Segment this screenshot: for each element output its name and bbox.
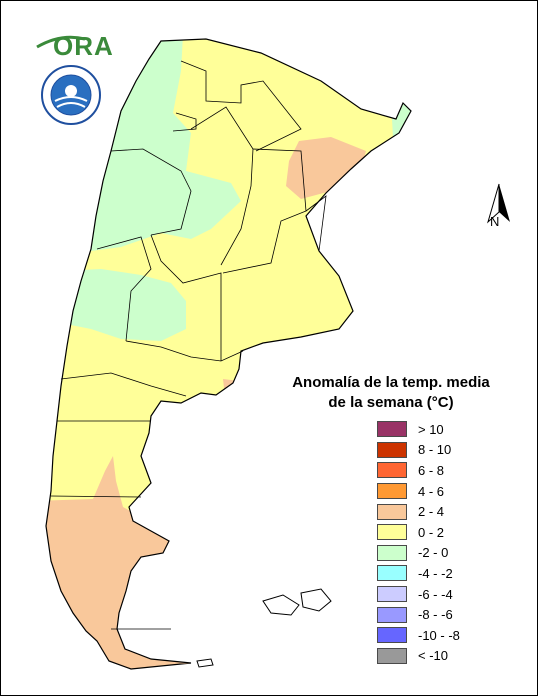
legend-title-line1: Anomalía de la temp. media [292, 374, 490, 391]
legend-swatch [377, 544, 407, 561]
legend-swatch [377, 483, 407, 500]
legend-label: 8 - 10 [418, 442, 452, 458]
border-tucuman [172, 112, 197, 132]
legend-label: 2 - 4 [418, 504, 445, 520]
legend-item: -8 - -6 [377, 604, 460, 625]
region-fill-cool-cuyo [61, 269, 186, 341]
legend-label: -10 - -8 [418, 627, 460, 643]
legend-swatch [377, 606, 407, 623]
legend-item: 2 - 4 [377, 501, 460, 522]
border-entrerios [305, 195, 327, 252]
legend-item: 4 - 6 [377, 481, 460, 502]
legend-title-line2: de la semana (°C) [328, 394, 454, 411]
legend-swatch [377, 503, 407, 520]
north-label: N [490, 214, 500, 229]
malvinas-islands [262, 588, 332, 616]
legend-swatch [377, 524, 407, 541]
legend-item: -6 - -4 [377, 584, 460, 605]
legend-item: 6 - 8 [377, 460, 460, 481]
province-borders [50, 60, 327, 630]
region-fill-warm-mesopotamia [286, 137, 366, 199]
legend-swatch [377, 462, 407, 479]
legend-label: < -10 [418, 648, 448, 664]
ora-logo: ORA [53, 31, 114, 61]
legend-item: -2 - 0 [377, 543, 460, 564]
north-arrow-icon [487, 183, 510, 224]
border-cordoba [150, 234, 222, 361]
legend-item: -4 - -2 [377, 563, 460, 584]
legend-label: 0 - 2 [418, 524, 445, 540]
legend-swatch [377, 565, 407, 582]
legend-label: -2 - 0 [418, 545, 449, 561]
border-santiago [190, 106, 254, 266]
smn-seal-icon [41, 65, 101, 125]
legend-label: -8 - -6 [418, 607, 453, 623]
legend-swatch [377, 647, 407, 664]
legend-item: 8 - 10 [377, 440, 460, 461]
island-east [300, 588, 332, 612]
legend-title: Anomalía de la temp. media de la semana … [291, 373, 491, 413]
border-sanjuan [96, 236, 152, 342]
border-catamarca [110, 148, 192, 236]
legend-label: 4 - 6 [418, 483, 445, 499]
border-neuquen-rionegro [60, 372, 187, 397]
legend-swatch [377, 586, 407, 603]
legend-item: < -10 [377, 646, 460, 667]
legend-label: -6 - -4 [418, 586, 453, 602]
legend-item: > 10 [377, 419, 460, 440]
legend-label: > 10 [418, 421, 444, 437]
legend-swatch [377, 627, 407, 644]
legend-item: 0 - 2 [377, 522, 460, 543]
legend-item: -10 - -8 [377, 625, 460, 646]
border-north [180, 60, 302, 152]
legend-label: 6 - 8 [418, 462, 445, 478]
border-lapampa [125, 340, 244, 362]
legend-swatch [377, 441, 407, 458]
legend-label: -4 - -2 [418, 565, 453, 581]
legend-swatch [377, 421, 407, 438]
border-chaco-santafe [222, 148, 307, 274]
logo-swoosh [36, 35, 86, 49]
island-west [262, 594, 300, 616]
isla-de-los-estados [196, 658, 214, 668]
border-santacruz [50, 495, 142, 498]
legend: > 10 8 - 10 6 - 8 4 - 6 2 - 4 0 - 2 -2 -… [377, 419, 460, 666]
